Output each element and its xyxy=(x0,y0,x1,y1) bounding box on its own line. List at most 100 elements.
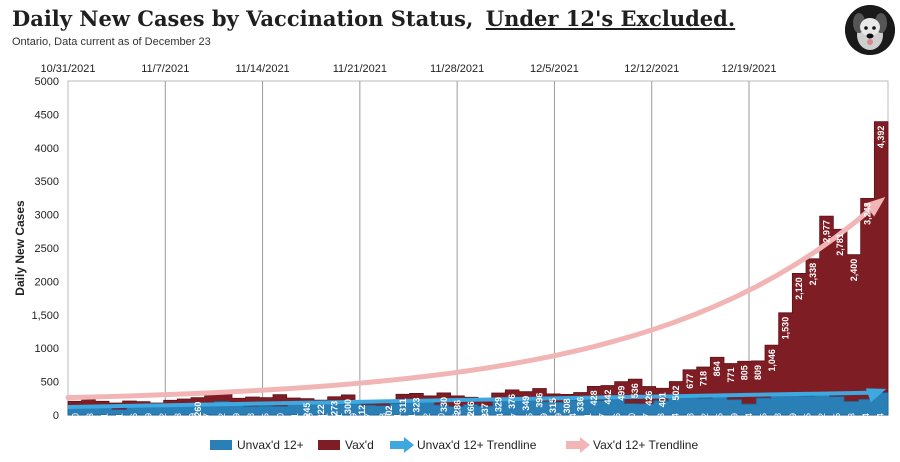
unvaxd-data-label: 309 xyxy=(788,413,798,428)
vaxd-data-label: 4,392 xyxy=(876,126,886,149)
unvaxd-data-label: 159 xyxy=(187,413,197,428)
legend-arrow-swatch xyxy=(566,437,590,453)
unvaxd-data-label: 258 xyxy=(685,413,695,428)
chart-subtitle: Ontario, Data current as of December 23 xyxy=(12,36,211,48)
vaxd-data-label: 245 xyxy=(302,403,312,418)
vaxd-data-label: 308 xyxy=(562,398,572,413)
date-label: 11/7/2021 xyxy=(141,63,189,75)
unvaxd-data-label: 322 xyxy=(817,413,827,428)
unvaxd-data-label: 192 xyxy=(422,413,432,428)
date-label: 12/12/2021 xyxy=(624,63,679,75)
legend-label: Vax'd xyxy=(345,438,374,452)
vaxd-data-label: 502 xyxy=(671,385,681,400)
vaxd-data-label: 809 xyxy=(753,365,763,380)
vaxd-data-label: 677 xyxy=(685,374,695,389)
legend-swatch xyxy=(210,440,232,450)
unvaxd-data-label: 142 xyxy=(158,413,168,428)
unvaxd-data-label: 229 xyxy=(729,413,739,428)
legend-arrow-swatch xyxy=(390,437,414,453)
unvaxd-data-label: 189 xyxy=(231,413,241,428)
vaxd-data-label: 266 xyxy=(466,401,476,416)
vaxd-data-label: 2,400 xyxy=(849,259,859,282)
unvaxd-data-label: 169 xyxy=(349,413,359,428)
legend-label: Unvax'd 12+ xyxy=(237,438,304,452)
date-label: 11/14/2021 xyxy=(235,63,289,75)
y-tick-label: 0 xyxy=(53,410,59,422)
unvaxd-data-label: 217 xyxy=(597,413,607,428)
unvaxd-data-label: 191 xyxy=(319,413,329,428)
y-tick-label: 500 xyxy=(41,377,59,389)
date-label: 11/21/2021 xyxy=(333,63,387,75)
unvaxd-data-label: 191 xyxy=(407,413,417,428)
vaxd-data-label: 202 xyxy=(384,406,394,421)
unvaxd-data-label: 136 xyxy=(129,413,139,428)
vaxd-data-label: 311 xyxy=(398,398,408,413)
vaxd-data-label: 286 xyxy=(453,400,463,415)
y-tick-label: 1,500 xyxy=(31,310,59,322)
unvaxd-data-label: 202 xyxy=(217,413,227,428)
unvaxd-data-label: 252 xyxy=(700,413,710,428)
y-tick-label: 4500 xyxy=(35,109,59,121)
unvaxd-data-label: 133 xyxy=(85,413,95,428)
unvaxd-data-label: 234 xyxy=(861,413,871,428)
dog-avatar-graphic xyxy=(845,5,895,55)
unvaxd-data-label: 157 xyxy=(202,413,212,428)
chart-title-suffix: Under 12's Excluded. xyxy=(485,6,736,31)
vaxd-data-label: 329 xyxy=(494,397,504,412)
vaxd-data-label: 2,338 xyxy=(808,263,818,286)
vaxd-data-label: 771 xyxy=(726,367,736,382)
unvaxd-data-label: 119 xyxy=(144,413,154,427)
unvaxd-data-label: 135 xyxy=(261,413,271,428)
legend-swatch xyxy=(318,440,340,450)
unvaxd-data-label: 308 xyxy=(773,413,783,428)
y-tick-label: 4000 xyxy=(35,143,59,155)
vaxd-data-label: 212 xyxy=(357,405,367,420)
vaxd-data-label: 336 xyxy=(576,397,586,412)
title-row: Daily New Cases by Vaccination Status, U… xyxy=(12,6,735,31)
vaxd-data-label: 426 xyxy=(644,391,654,406)
vaxd-data-label: 222 xyxy=(316,404,326,419)
vaxd-data-label: 718 xyxy=(699,371,709,386)
vaxd-data-label: 2,781 xyxy=(835,233,845,256)
vaxd-data-label: 315 xyxy=(548,398,558,413)
date-label: 12/19/2021 xyxy=(721,63,776,75)
legend-label: Unvax'd 12+ Trendline xyxy=(417,438,537,452)
vaxd-data-label: 260 xyxy=(193,402,203,417)
date-label: 10/31/2021 xyxy=(40,63,95,75)
unvaxd-data-label: 110 xyxy=(70,413,80,427)
unvaxd-data-label: 255 xyxy=(759,413,769,428)
unvaxd-data-label: 224 xyxy=(568,413,578,428)
unvaxd-data-label: 167 xyxy=(641,413,651,428)
unvaxd-data-label: 170 xyxy=(627,413,637,428)
unvaxd-data-label: 171 xyxy=(392,413,402,428)
unvaxd-data-label: 188 xyxy=(305,413,315,428)
y-tick-label: 5000 xyxy=(35,76,59,88)
unvaxd-data-label: 128 xyxy=(246,413,256,428)
unvaxd-data-label: 126 xyxy=(451,413,461,428)
unvaxd-data-label: 275 xyxy=(832,413,842,428)
unvaxd-data-label: 130 xyxy=(275,413,285,428)
dog-avatar-icon xyxy=(845,5,895,55)
vaxd-data-label: 442 xyxy=(603,389,613,404)
vaxd-data-label: 237 xyxy=(480,403,490,418)
unvaxd-data-label: 246 xyxy=(612,413,622,428)
vaxd-trendline xyxy=(65,202,879,401)
unvaxd-data-label: 285 xyxy=(802,413,812,428)
unvaxd-data-label: 213 xyxy=(656,413,666,428)
vaxd-data-label: 536 xyxy=(630,383,640,398)
unvaxd-trendline-arrowhead xyxy=(865,388,887,403)
vaxd-data-label: 805 xyxy=(740,365,750,380)
unvaxd-data-label: 138 xyxy=(378,413,388,428)
unvaxd-data-label: 215 xyxy=(524,413,534,428)
unvaxd-data-label: 133 xyxy=(480,413,490,428)
unvaxd-data-label: 161 xyxy=(334,413,344,428)
vaxd-data-label: 499 xyxy=(617,386,627,401)
vaxd-data-label: 1,530 xyxy=(781,317,791,340)
unvaxd-data-label: 147 xyxy=(363,413,373,428)
unvaxd-data-label: 150 xyxy=(436,413,446,428)
vaxd-data-label: 3,243 xyxy=(863,202,873,225)
vaxd-data-label: 1,046 xyxy=(767,349,777,372)
date-label: 11/28/2021 xyxy=(430,63,484,75)
y-tick-label: 3000 xyxy=(35,210,59,222)
